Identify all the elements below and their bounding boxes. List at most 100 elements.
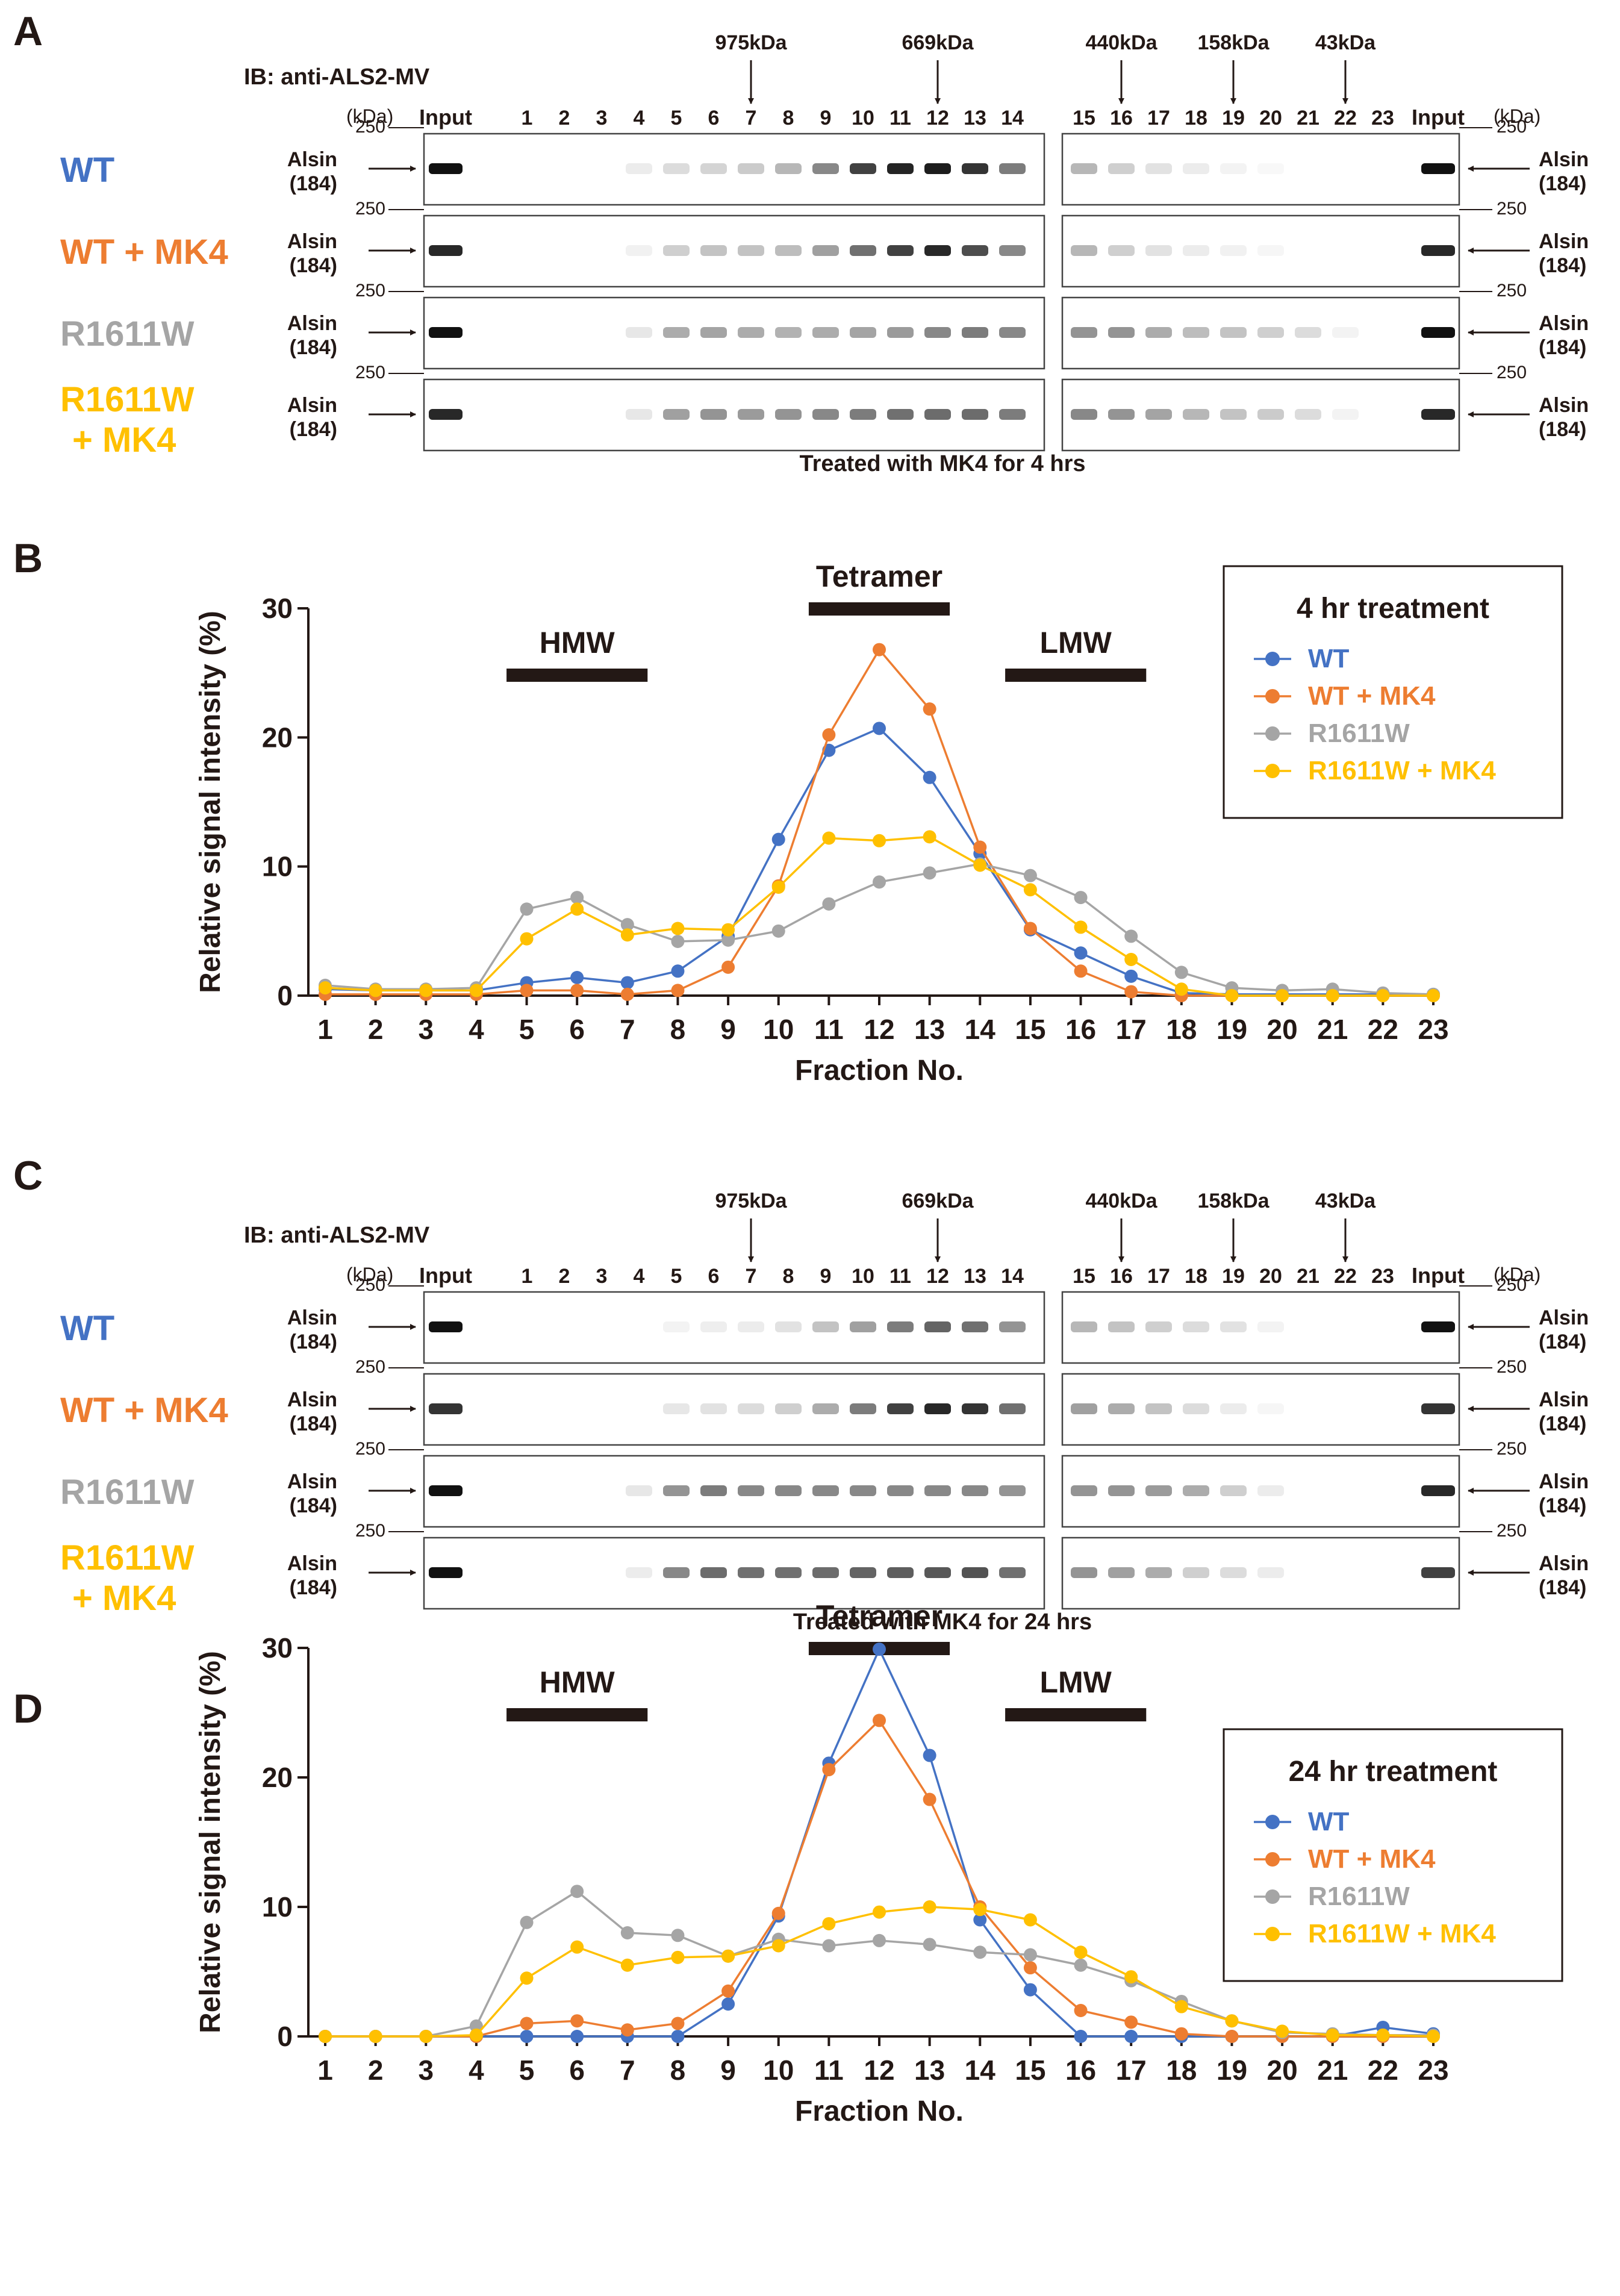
data-point bbox=[721, 1984, 735, 1998]
data-point bbox=[520, 984, 534, 997]
data-point bbox=[1124, 2015, 1138, 2029]
fraction-band bbox=[887, 1403, 914, 1414]
data-point bbox=[570, 984, 584, 997]
fraction-band bbox=[626, 409, 652, 420]
fraction-band bbox=[1257, 409, 1284, 420]
input-band bbox=[1421, 1567, 1455, 1578]
x-tick-label: 19 bbox=[1217, 2054, 1247, 2086]
size-marker-left: 250 bbox=[355, 363, 385, 382]
data-point bbox=[369, 2030, 382, 2043]
data-point bbox=[671, 934, 685, 948]
fraction-number: 18 bbox=[1185, 1265, 1207, 1288]
data-point bbox=[1174, 982, 1188, 996]
mw-marker-label: 669kDa bbox=[902, 1190, 974, 1212]
data-point bbox=[620, 928, 634, 942]
fraction-band bbox=[775, 1403, 802, 1414]
fraction-band bbox=[1220, 1567, 1247, 1578]
fraction-band bbox=[700, 163, 727, 174]
data-point bbox=[671, 2017, 685, 2030]
fraction-band bbox=[738, 1321, 764, 1332]
fraction-band bbox=[738, 163, 764, 174]
band-size-left: (184) bbox=[290, 1494, 337, 1517]
data-point bbox=[923, 1792, 936, 1806]
blot-membrane-right bbox=[1061, 378, 1460, 452]
data-point bbox=[671, 2030, 685, 2043]
fraction-number: 13 bbox=[964, 1265, 986, 1288]
data-point bbox=[570, 1885, 584, 1898]
row-label-line-1: R1611W bbox=[60, 1538, 195, 1577]
input-band bbox=[1421, 1321, 1455, 1332]
fraction-number: 20 bbox=[1259, 1265, 1282, 1288]
band-size-right: (184) bbox=[1539, 1330, 1586, 1353]
fraction-number: 20 bbox=[1259, 107, 1282, 129]
fraction-band bbox=[1220, 163, 1247, 174]
fraction-band bbox=[1145, 1485, 1172, 1496]
x-tick-label: 3 bbox=[418, 2054, 434, 2086]
fraction-band bbox=[663, 245, 690, 256]
y-tick-label: 30 bbox=[262, 1632, 293, 1664]
fraction-band bbox=[1108, 1567, 1135, 1578]
data-point bbox=[1124, 985, 1138, 999]
fraction-band bbox=[1257, 163, 1284, 174]
fraction-band bbox=[999, 1485, 1026, 1496]
fraction-band bbox=[1145, 245, 1172, 256]
fraction-number: 15 bbox=[1073, 107, 1095, 129]
x-tick-label: 20 bbox=[1267, 2054, 1298, 2086]
input-band bbox=[1421, 163, 1455, 174]
band-name-right: Alsin bbox=[1539, 394, 1589, 417]
data-point bbox=[873, 1933, 886, 1947]
band-name-right: Alsin bbox=[1539, 1552, 1589, 1575]
data-point bbox=[520, 902, 534, 916]
fraction-number: 6 bbox=[708, 1265, 720, 1288]
x-tick-label: 18 bbox=[1166, 2054, 1197, 2086]
data-point bbox=[873, 834, 886, 847]
band-name-right: Alsin bbox=[1539, 1306, 1589, 1329]
x-tick-label: 11 bbox=[814, 2054, 844, 2086]
mw-marker-label: 440kDa bbox=[1085, 1190, 1157, 1212]
data-point bbox=[620, 1958, 634, 1972]
fraction-band bbox=[812, 1403, 839, 1414]
fraction-band bbox=[850, 1403, 876, 1414]
blot-membrane-left bbox=[423, 1536, 1045, 1610]
annotation-label: Tetramer bbox=[816, 560, 942, 593]
band-size-left: (184) bbox=[290, 1576, 337, 1599]
fraction-number: 5 bbox=[671, 1265, 682, 1288]
fraction-band bbox=[1220, 1403, 1247, 1414]
blot-membrane-right bbox=[1061, 1536, 1460, 1610]
blot-membrane-right bbox=[1061, 1455, 1460, 1528]
legend-entry: WT + MK4 bbox=[1308, 681, 1436, 711]
x-tick-label: 7 bbox=[620, 1014, 635, 1045]
legend-swatch-marker bbox=[1265, 1927, 1280, 1941]
legend-entry: R1611W bbox=[1308, 1882, 1410, 1911]
legend-title: 4 hr treatment bbox=[1297, 593, 1489, 625]
size-marker-left: 250 bbox=[355, 199, 385, 219]
fraction-number: 22 bbox=[1334, 1265, 1357, 1288]
size-marker-left: 250 bbox=[355, 1357, 385, 1377]
size-marker-right: 250 bbox=[1497, 281, 1527, 301]
legend-swatch-marker bbox=[1265, 1852, 1280, 1867]
fraction-band bbox=[924, 409, 951, 420]
data-point bbox=[771, 1906, 785, 1920]
x-tick-label: 15 bbox=[1015, 1014, 1045, 1045]
fraction-band bbox=[887, 1485, 914, 1496]
data-point bbox=[1074, 1945, 1088, 1959]
data-point bbox=[1074, 2030, 1088, 2043]
fraction-band bbox=[626, 327, 652, 338]
data-point bbox=[923, 1749, 936, 1762]
treatment-caption: Treated with MK4 for 24 hrs bbox=[793, 1609, 1092, 1635]
fraction-band bbox=[1332, 327, 1359, 338]
band-name-right: Alsin bbox=[1539, 230, 1589, 253]
band-size-right: (184) bbox=[1539, 336, 1586, 359]
x-tick-label: 4 bbox=[469, 2054, 484, 2086]
fraction-number: 7 bbox=[746, 1265, 757, 1288]
mw-marker-label: 975kDa bbox=[715, 31, 787, 54]
legend-swatch-marker bbox=[1265, 1815, 1280, 1829]
band-name-left: Alsin bbox=[287, 1306, 337, 1329]
fraction-number: 19 bbox=[1222, 1265, 1245, 1288]
data-point bbox=[570, 1940, 584, 1954]
fraction-band bbox=[999, 1567, 1026, 1578]
fraction-band bbox=[1108, 409, 1135, 420]
fraction-band bbox=[850, 1567, 876, 1578]
x-tick-label: 22 bbox=[1368, 1014, 1398, 1045]
input-band bbox=[429, 1403, 463, 1414]
